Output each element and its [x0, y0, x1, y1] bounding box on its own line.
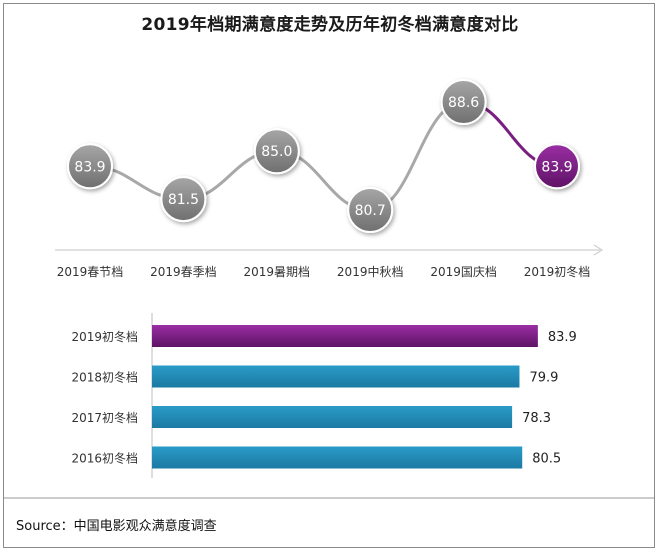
data-label: 83.9: [541, 159, 572, 175]
data-point: [253, 128, 300, 175]
data-label: 80.7: [355, 203, 386, 219]
x-axis-arrow: [593, 244, 604, 256]
data-label: 85.0: [261, 144, 292, 160]
bar-chart: 2019初冬档 83.9 2018初冬档 79.9 2017初冬档 78.3 2016初冬档…: [4, 313, 654, 499]
bar: [152, 406, 513, 428]
x-tick-label: 2019春节档: [57, 265, 124, 279]
chart-title: 2019年档期满意度走势及历年初冬档满意度对比: [141, 15, 519, 35]
y-tick-label: 2016初冬档: [71, 451, 138, 466]
data-label: 88.6: [448, 95, 479, 111]
bar: [152, 446, 523, 469]
data-point: [440, 79, 487, 125]
x-tick-label: 2019暑期档: [244, 265, 311, 279]
bar-value-label: 83.9: [548, 330, 577, 345]
x-tick-label: 2019初冬档: [524, 264, 591, 279]
data-label: 83.9: [74, 159, 105, 175]
bar: [152, 365, 520, 388]
data-point: [67, 143, 113, 190]
bar: [152, 325, 538, 347]
source-note: Source：中国电影观众满意度调查: [16, 519, 217, 534]
x-tick-label: 2019春季档: [150, 265, 217, 279]
data-point: [160, 176, 207, 223]
bar-value-label: 80.5: [532, 452, 561, 467]
bar-value-label: 79.9: [529, 371, 558, 386]
x-tick-label: 2019中秋档: [337, 264, 404, 279]
bar-value-label: 78.3: [522, 411, 551, 426]
data-point: [347, 187, 394, 233]
y-tick-label: 2018初冬档: [71, 370, 138, 385]
x-tick-label: 2019国庆档: [430, 265, 497, 279]
data-point: [534, 143, 580, 190]
line-chart: 83.9 2019春节档 81.5 2019春季档 85.0 2019暑期档 80.7 201…: [55, 79, 604, 279]
data-label: 81.5: [168, 192, 199, 208]
y-tick-label: 2019初冬档: [71, 329, 138, 344]
y-tick-label: 2017初冬档: [71, 410, 138, 425]
